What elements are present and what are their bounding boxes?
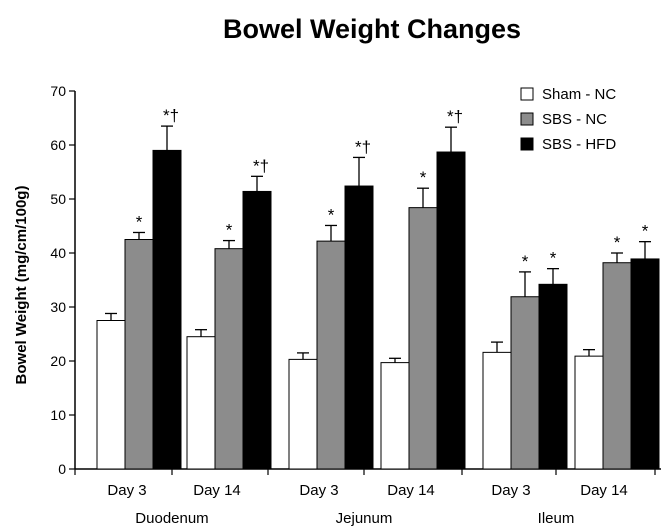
group-label: Duodenum xyxy=(135,510,208,527)
group-label: Jejunum xyxy=(336,510,393,527)
chart-title: Bowel Weight Changes xyxy=(223,14,521,44)
category-label: Day 3 xyxy=(299,482,338,499)
bar xyxy=(288,358,318,470)
significance-marker: *† xyxy=(163,106,179,125)
y-tick-label: 30 xyxy=(50,299,66,315)
bar xyxy=(538,283,568,470)
bar xyxy=(574,355,604,470)
bar xyxy=(186,336,216,470)
bar xyxy=(152,149,182,470)
significance-marker: * xyxy=(642,222,649,241)
bar xyxy=(96,320,126,470)
significance-marker: *† xyxy=(447,107,463,126)
significance-marker: *† xyxy=(253,156,269,175)
y-axis-label: Bowel Weight (mg/cm/100g) xyxy=(13,186,30,385)
bar xyxy=(510,296,540,470)
significance-marker: * xyxy=(550,249,557,268)
bar xyxy=(630,258,660,470)
y-tick-label: 50 xyxy=(50,191,66,207)
legend: Sham - NC SBS - NC SBS - HFD xyxy=(520,86,616,153)
plot-area: 0 10 20 30 40 50 60 70 Day 3 Day 14 Day 3 Day 14 Day… xyxy=(50,83,661,527)
legend-swatch xyxy=(520,112,534,126)
y-tick-label: 10 xyxy=(50,407,66,423)
y-tick-label: 70 xyxy=(50,83,66,99)
significance-marker: * xyxy=(420,168,427,187)
legend-label: SBS - HFD xyxy=(542,136,616,153)
significance-marker: * xyxy=(522,252,529,271)
significance-marker: * xyxy=(226,221,233,240)
group-label: Ileum xyxy=(538,510,575,527)
significance-marker: *† xyxy=(355,137,371,156)
y-tick-label: 60 xyxy=(50,137,66,153)
bar xyxy=(602,262,632,470)
bar xyxy=(242,190,272,470)
category-label: Day 3 xyxy=(107,482,146,499)
bar xyxy=(482,351,512,470)
bar xyxy=(436,151,466,470)
category-label: Day 3 xyxy=(491,482,530,499)
bar xyxy=(380,362,410,470)
bar xyxy=(124,239,154,470)
y-tick-label: 20 xyxy=(50,353,66,369)
y-tick-label: 0 xyxy=(58,461,66,477)
bar xyxy=(214,248,244,470)
category-label: Day 14 xyxy=(580,482,628,499)
legend-swatch xyxy=(520,137,534,151)
legend-swatch xyxy=(520,87,534,101)
legend-label: Sham - NC xyxy=(542,86,616,103)
significance-marker: * xyxy=(328,205,335,224)
bar xyxy=(408,207,438,470)
legend-label: SBS - NC xyxy=(542,111,607,128)
bar xyxy=(316,240,346,470)
category-label: Day 14 xyxy=(387,482,435,499)
significance-marker: * xyxy=(614,233,621,252)
significance-marker: * xyxy=(136,212,143,231)
bar xyxy=(344,185,374,470)
y-tick-label: 40 xyxy=(50,245,66,261)
category-label: Day 14 xyxy=(193,482,241,499)
